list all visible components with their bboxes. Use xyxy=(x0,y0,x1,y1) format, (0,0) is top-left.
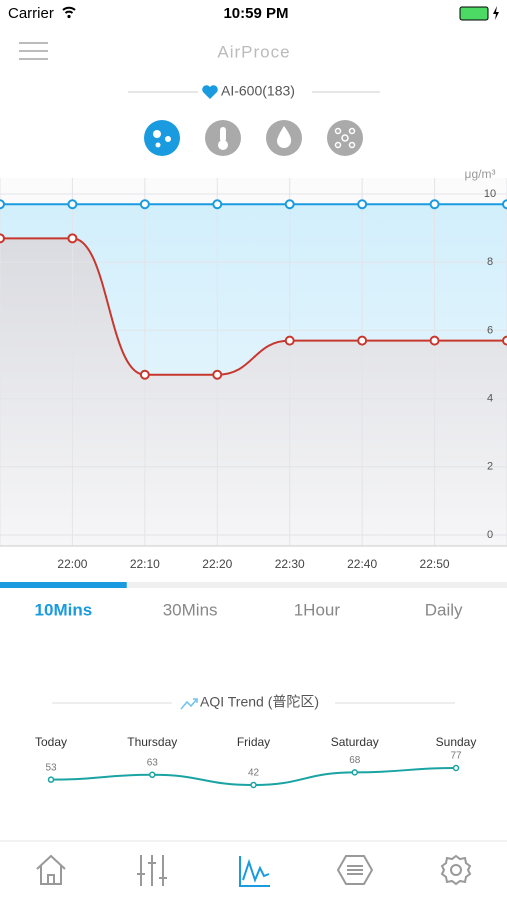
data-point xyxy=(429,335,440,346)
tab-track xyxy=(0,582,507,588)
humidity-button[interactable] xyxy=(266,120,302,156)
series-line xyxy=(0,237,507,376)
charging-icon xyxy=(493,6,499,20)
trend-point xyxy=(351,769,358,776)
series-area xyxy=(0,238,507,546)
data-point xyxy=(212,199,223,210)
nav-settings-core[interactable] xyxy=(450,864,462,876)
value-label: 53 xyxy=(45,762,57,773)
day-label: Saturday xyxy=(331,735,379,749)
tab[interactable]: 10Mins xyxy=(35,600,93,619)
tab-indicator xyxy=(0,582,127,588)
day-label: Thursday xyxy=(127,735,177,749)
data-point xyxy=(139,199,150,210)
nav-controls[interactable] xyxy=(137,855,167,886)
value-label: 77 xyxy=(450,751,462,762)
y-tick-label: 4 xyxy=(487,393,493,405)
trend-point xyxy=(452,764,460,772)
x-tick-label: 22:50 xyxy=(420,557,450,571)
data-point xyxy=(0,233,5,244)
nav-chart[interactable] xyxy=(239,856,270,887)
y-tick-label: 8 xyxy=(487,256,493,268)
data-point xyxy=(502,199,507,210)
value-label: 68 xyxy=(349,755,361,766)
nav-filter[interactable] xyxy=(336,855,374,885)
data-point xyxy=(139,369,150,380)
data-point xyxy=(284,335,295,346)
x-tick-label: 22:10 xyxy=(130,557,160,571)
x-tick-label: 22:30 xyxy=(275,557,305,571)
wifi-dot xyxy=(67,14,71,19)
y-tick-label: 0 xyxy=(487,529,493,541)
data-point xyxy=(212,369,223,380)
data-point xyxy=(502,335,507,346)
tab[interactable]: 30Mins xyxy=(163,600,218,619)
value-label: 63 xyxy=(147,757,159,768)
nav-settings[interactable] xyxy=(440,854,472,886)
day-label: Today xyxy=(35,735,67,749)
day-label: Friday xyxy=(237,735,270,749)
data-point xyxy=(284,199,295,210)
data-point xyxy=(67,199,78,210)
wifi-icon xyxy=(62,6,76,14)
y-tick-label: 10 xyxy=(484,188,496,200)
device-name[interactable]: AI-600(183) xyxy=(221,83,295,99)
x-tick-label: 22:00 xyxy=(57,557,87,571)
battery xyxy=(459,6,489,21)
value-label: 42 xyxy=(248,768,260,779)
tab[interactable]: Daily xyxy=(425,600,463,619)
x-tick-label: 22:20 xyxy=(202,557,232,571)
trend-icon xyxy=(180,698,198,710)
trend-title: AQI Trend (普陀区) xyxy=(200,694,319,710)
heart-icon xyxy=(202,85,218,99)
nav-home[interactable] xyxy=(36,854,66,885)
clock: 10:59 PM xyxy=(223,5,288,22)
network-button[interactable] xyxy=(327,120,363,156)
temperature-button[interactable] xyxy=(205,120,241,156)
pm-mode-button[interactable] xyxy=(144,120,180,156)
data-point xyxy=(0,199,5,210)
x-tick-label: 22:40 xyxy=(347,557,377,571)
carrier: Carrier xyxy=(8,5,54,22)
y-tick-label: 2 xyxy=(487,461,493,473)
trend-point xyxy=(250,781,257,789)
data-point xyxy=(429,199,440,210)
app-title: AirProce xyxy=(217,42,290,61)
data-point xyxy=(357,335,368,346)
trend-point xyxy=(47,776,55,783)
day-label: Sunday xyxy=(436,735,477,749)
data-point xyxy=(67,233,78,244)
trend-point xyxy=(149,771,156,779)
menu-button[interactable] xyxy=(19,42,48,60)
data-point xyxy=(357,199,368,210)
y-axis-label: μg/m³ xyxy=(465,167,496,181)
tab[interactable]: 1Hour xyxy=(294,600,341,619)
y-tick-label: 6 xyxy=(487,324,493,336)
